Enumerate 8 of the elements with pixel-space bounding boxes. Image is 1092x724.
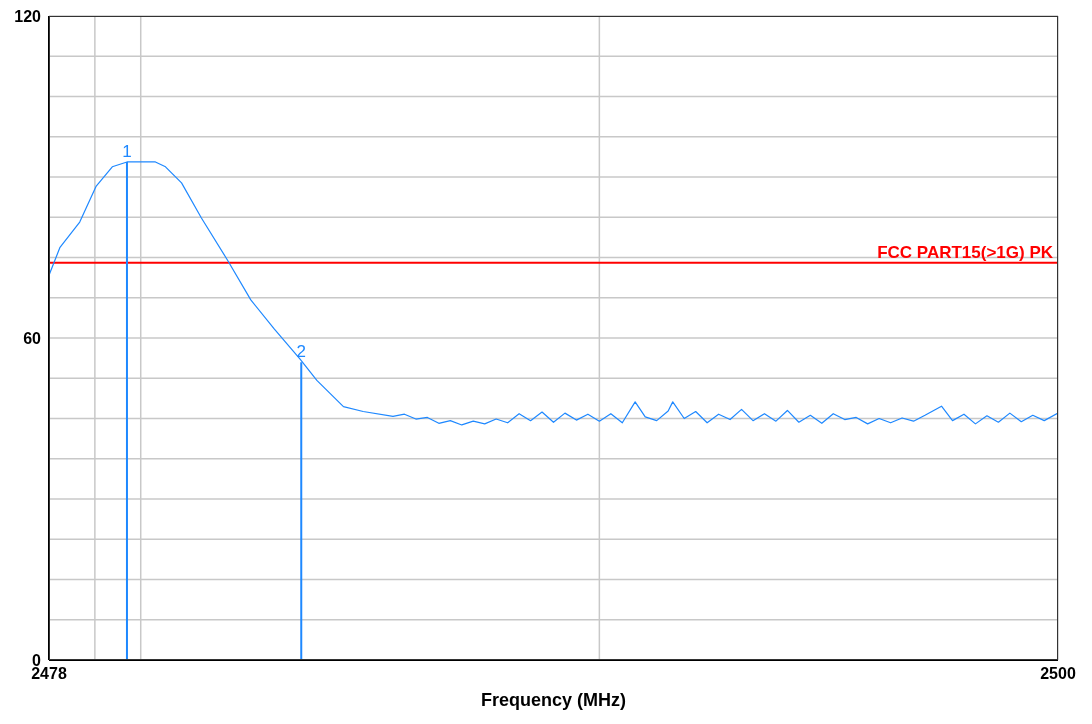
ref-line-label: FCC PART15(>1G) PK <box>877 242 1054 262</box>
y-tick-label: 120 <box>14 7 42 25</box>
y-tick-label: 60 <box>23 329 42 347</box>
x-tick-label: 2478 <box>31 665 67 683</box>
x-tick-label: 2500 <box>1040 665 1076 683</box>
x-axis-title: Frequency (MHz) <box>480 690 627 710</box>
annotation: 1 <box>122 141 132 161</box>
annotation: 2 <box>296 342 306 362</box>
